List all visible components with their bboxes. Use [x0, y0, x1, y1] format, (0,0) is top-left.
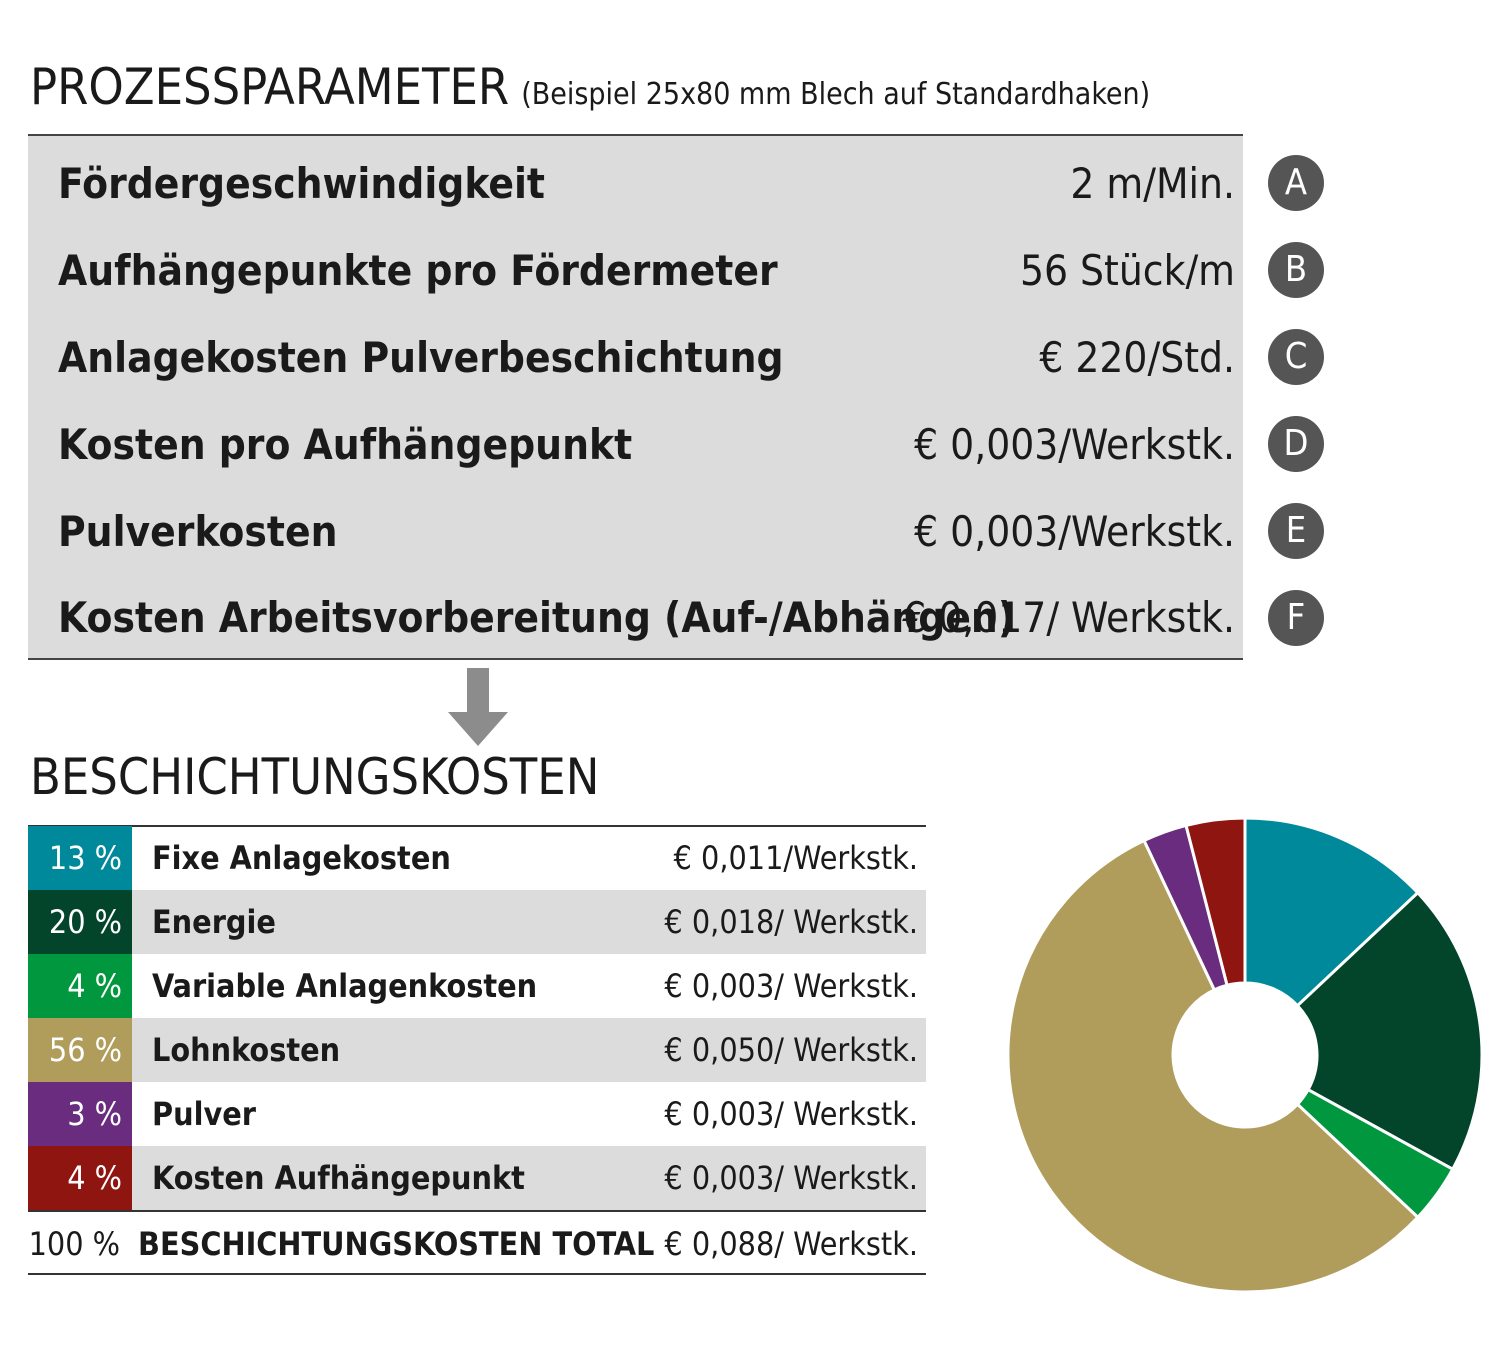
- cost-value: € 0,011/Werkstk.: [673, 839, 918, 877]
- cost-value: € 0,018/ Werkstk.: [664, 903, 918, 941]
- total-value: € 0,088/ Werkstk.: [664, 1225, 918, 1263]
- badge-c: C: [1268, 329, 1324, 385]
- param-label: Kosten pro Aufhängepunkt: [58, 420, 633, 469]
- param-label: Aufhängepunkte pro Fördermeter: [58, 246, 778, 295]
- donut-slice-2: [1295, 890, 1484, 1172]
- percent-cell: 56 %: [28, 1018, 132, 1082]
- donut-chart: [1006, 816, 1484, 1294]
- param-value: 56 Stück/m: [1019, 246, 1235, 295]
- param-label: Kosten Arbeitsvorbereitung (Auf-/Abhänge…: [58, 593, 1016, 642]
- param-value: € 220/Std.: [1039, 333, 1235, 382]
- percent-cell: 4 %: [28, 954, 132, 1018]
- param-label: Fördergeschwindigkeit: [58, 159, 545, 208]
- parameter-table: Fördergeschwindigkeit 2 m/Min. Aufhängep…: [28, 134, 1243, 660]
- total-row: 100 % BESCHICHTUNGSKOSTEN TOTAL € 0,088/…: [28, 1212, 926, 1276]
- cost-row: 4 % Kosten Aufhängepunkt € 0,003/ Werkst…: [28, 1146, 926, 1210]
- percent-cell: 13 %: [28, 826, 132, 890]
- cost-label: Kosten Aufhängepunkt: [152, 1159, 525, 1197]
- param-row: Kosten Arbeitsvorbereitung (Auf-/Abhänge…: [28, 588, 1243, 648]
- cost-value: € 0,003/ Werkstk.: [664, 1095, 918, 1133]
- cost-value: € 0,003/ Werkstk.: [664, 1159, 918, 1197]
- param-row: Anlagekosten Pulverbeschichtung € 220/St…: [28, 328, 1243, 388]
- param-value: € 0,003/Werkstk.: [914, 420, 1235, 469]
- total-label: BESCHICHTUNGSKOSTEN TOTAL: [138, 1225, 655, 1263]
- percent-cell: 3 %: [28, 1082, 132, 1146]
- badge-b: B: [1268, 242, 1324, 298]
- page-title: PROZESSPARAMETER: [30, 58, 510, 116]
- cost-row: 56 % Lohnkosten € 0,050/ Werkstk.: [28, 1018, 926, 1082]
- param-row: Fördergeschwindigkeit 2 m/Min.: [28, 154, 1243, 214]
- badge-e: E: [1268, 503, 1324, 559]
- cost-row: 20 % Energie € 0,018/ Werkstk.: [28, 890, 926, 954]
- param-row: Kosten pro Aufhängepunkt € 0,003/Werkstk…: [28, 415, 1243, 475]
- badge-f: F: [1268, 590, 1324, 646]
- cost-row: 13 % Fixe Anlagekosten € 0,011/Werkstk.: [28, 826, 926, 890]
- param-value: € 0,017/ Werkstk.: [902, 593, 1235, 642]
- percent-cell: 4 %: [28, 1146, 132, 1210]
- cost-label: Fixe Anlagekosten: [152, 839, 451, 877]
- percent-cell: 20 %: [28, 890, 132, 954]
- total-percent: 100 %: [28, 1225, 120, 1263]
- cost-row: 3 % Pulver € 0,003/ Werkstk.: [28, 1082, 926, 1146]
- donut-slice-4: [1006, 838, 1420, 1294]
- cost-label: Lohnkosten: [152, 1031, 341, 1069]
- param-value: 2 m/Min.: [1070, 159, 1235, 208]
- donut-slice-1: [1243, 816, 1420, 1008]
- param-label: Pulverkosten: [58, 507, 338, 556]
- param-row: Pulverkosten € 0,003/Werkstk.: [28, 502, 1243, 562]
- donut-slice-6: [1184, 816, 1247, 988]
- cost-label: Variable Anlagenkosten: [152, 967, 538, 1005]
- param-label: Anlagekosten Pulverbeschichtung: [58, 333, 784, 382]
- cost-value: € 0,003/ Werkstk.: [664, 967, 918, 1005]
- divider: [28, 1273, 926, 1275]
- prozessparameter-heading: PROZESSPARAMETER (Beispiel 25x80 mm Blech…: [30, 58, 1150, 116]
- divider: [28, 1210, 926, 1212]
- page-subtitle: (Beispiel 25x80 mm Blech auf Standardhak…: [521, 77, 1151, 112]
- cost-value: € 0,050/ Werkstk.: [664, 1031, 918, 1069]
- badge-d: D: [1268, 416, 1324, 472]
- cost-label: Pulver: [152, 1095, 256, 1133]
- param-row: Aufhängepunkte pro Fördermeter 56 Stück/…: [28, 241, 1243, 301]
- divider: [28, 825, 926, 827]
- costs-heading: BESCHICHTUNGSKOSTEN: [30, 748, 600, 806]
- cost-row: 4 % Variable Anlagenkosten € 0,003/ Werk…: [28, 954, 926, 1018]
- cost-label: Energie: [152, 903, 276, 941]
- param-value: € 0,003/Werkstk.: [914, 507, 1235, 556]
- arrow-down-icon: [448, 668, 508, 746]
- badge-a: A: [1268, 155, 1324, 211]
